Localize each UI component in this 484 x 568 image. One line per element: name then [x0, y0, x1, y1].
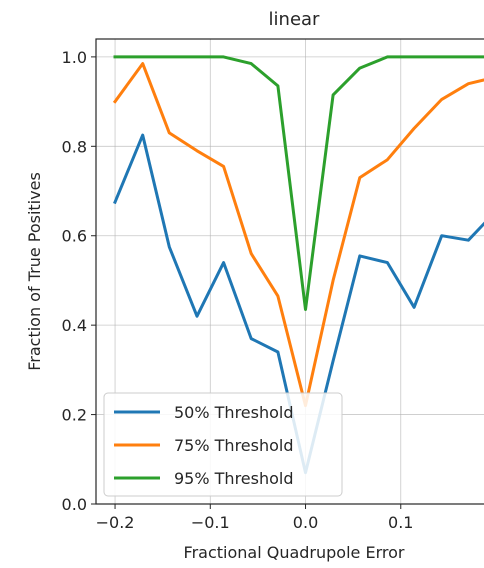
chart-title: linear	[269, 9, 321, 30]
series-line	[113, 55, 484, 311]
legend-box	[103, 392, 343, 497]
plot-frame	[95, 38, 484, 505]
y-tick-label: 0.6	[62, 227, 87, 246]
x-tick-label: −0.2	[96, 513, 135, 532]
series-line	[112, 62, 484, 408]
legend-label: 50% Threshold	[174, 403, 294, 422]
y-tick-label: 0.2	[62, 406, 87, 425]
legend-label: 95% Threshold	[174, 469, 294, 488]
y-axis-label: Fraction of True Positives	[25, 172, 44, 371]
y-tick-label: 0.0	[62, 495, 87, 514]
x-tick-label: 0.0	[293, 513, 318, 532]
y-tick-label: 0.4	[62, 316, 87, 335]
x-tick-label: 0.1	[388, 513, 413, 532]
axis-ticks: −0.2−0.10.00.10.20.00.20.40.60.81.0	[62, 48, 484, 532]
y-tick-label: 0.8	[62, 137, 87, 156]
x-axis-label: Fractional Quadrupole Error	[184, 543, 405, 562]
x-tick-label: −0.1	[191, 513, 230, 532]
legend: 50% Threshold 75% Threshold 95% Threshold	[103, 392, 343, 497]
legend-label: 75% Threshold	[174, 436, 294, 455]
y-tick-label: 1.0	[62, 48, 87, 67]
